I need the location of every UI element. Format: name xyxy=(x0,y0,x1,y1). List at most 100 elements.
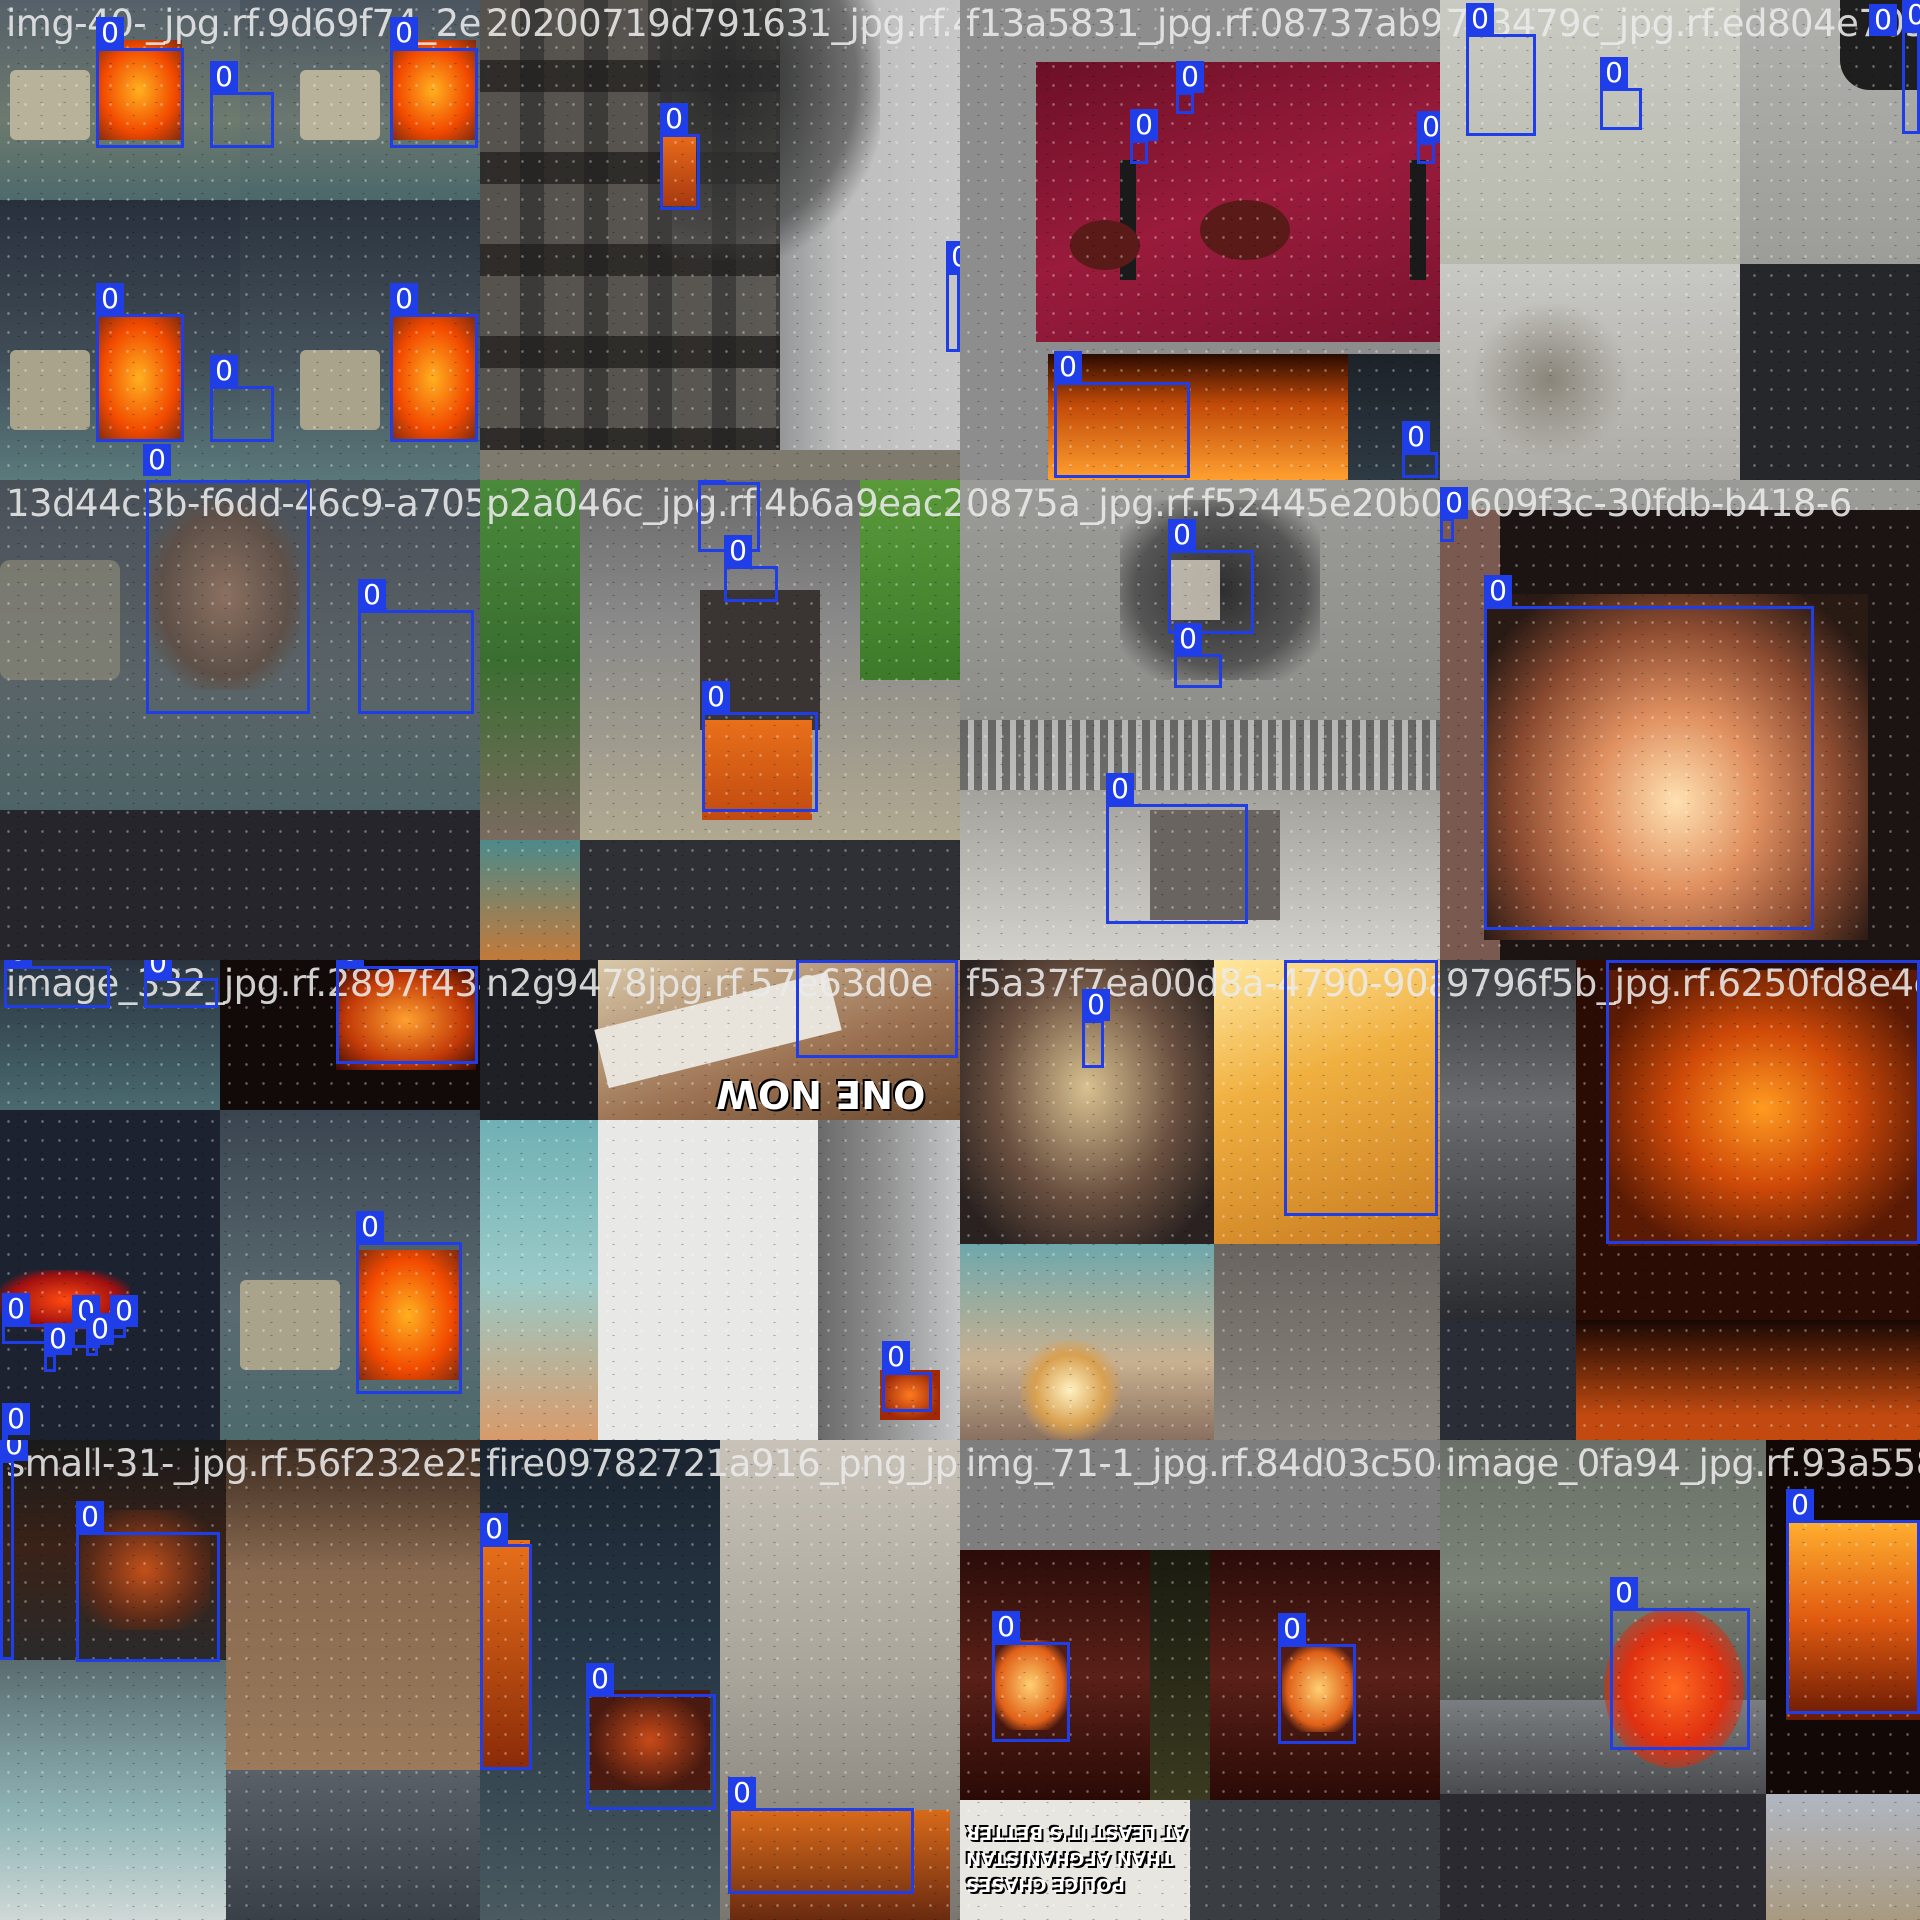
detection-box: 0 xyxy=(1600,57,1642,130)
class-label: 0 xyxy=(1440,487,1468,519)
class-label: 0 xyxy=(1106,773,1134,805)
class-label: 0 xyxy=(86,1313,114,1345)
tile-filename: 7c3479c_jpg.rf.ed804e705c xyxy=(1446,2,1920,45)
tile-11: 9796f5b_jpg.rf.6250fd8e4c4 0 xyxy=(1440,960,1920,1440)
tile-12: small-31-_jpg.rf.56f232e256 0 0 xyxy=(0,1440,480,1920)
tile-filename: image_332_jpg.rf.2897f434b xyxy=(6,962,480,1005)
detection-box: 0 xyxy=(210,61,274,148)
detection-box: 0 xyxy=(144,960,218,1008)
tile-filename: 13d44c3b-f6dd-46c9-a705-7 xyxy=(6,482,480,525)
class-label: 0 xyxy=(1278,1613,1306,1645)
detection-box: 0 xyxy=(796,960,958,1058)
detection-box: 0 xyxy=(724,535,778,602)
class-label: 0 xyxy=(702,681,730,713)
detection-box: 0 xyxy=(1284,960,1438,1216)
class-label: 0 xyxy=(1869,4,1897,36)
detection-box: 0 xyxy=(1484,575,1814,930)
detection-box: 0 xyxy=(1106,773,1248,924)
tile-filename: image_0fa94_jpg.rf.93a5582a xyxy=(1446,1442,1920,1485)
class-label: 0 xyxy=(946,241,960,273)
tile-8: image_332_jpg.rf.2897f434b W 0 0 0 0 0 0… xyxy=(0,960,480,1440)
tile-6: 0875a_jpg.rf.f52445e20b0fb9 0 0 0 xyxy=(960,480,1440,960)
detection-box: 0 xyxy=(728,1777,914,1894)
detection-box: 0 xyxy=(1610,1577,1750,1750)
detection-box: 0 xyxy=(992,1611,1070,1742)
tile-filename: 9796f5b_jpg.rf.6250fd8e4c4 xyxy=(1446,962,1920,1005)
caption-line: POLICE CHASES xyxy=(966,1874,1125,1895)
class-label: 0 xyxy=(210,355,238,387)
class-label: 0 xyxy=(1176,61,1204,93)
detection-box: 0 xyxy=(1130,109,1158,164)
class-label: 0 xyxy=(992,1611,1020,1643)
tile-3: 7c3479c_jpg.rf.ed804e705c 0 0 0 0 xyxy=(1440,0,1920,480)
class-label: 0 xyxy=(336,960,364,967)
class-label: 0 xyxy=(4,960,32,967)
detection-box: 0 xyxy=(0,1440,28,1660)
caption-line: THAN AFGHANISTAN xyxy=(966,1848,1174,1869)
class-label: 0 xyxy=(144,960,172,979)
class-label: 0 xyxy=(1600,57,1628,89)
class-label: 0 xyxy=(1902,0,1920,31)
class-label: 0 xyxy=(1606,960,1634,961)
detection-box: 0 xyxy=(143,444,171,480)
detection-box: 0 xyxy=(586,1663,716,1810)
detection-box: 0 xyxy=(390,17,478,148)
class-label: 0 xyxy=(2,1403,30,1435)
detection-box: 0 xyxy=(86,1313,114,1356)
class-label: 0 xyxy=(1786,1489,1814,1521)
tile-filename: f5a37f7ea00d8a-4790-90a2- xyxy=(966,962,1440,1005)
detection-box: 0 xyxy=(882,1341,932,1412)
detection-box: 0 xyxy=(702,681,818,812)
detection-box: 0 xyxy=(1417,111,1440,164)
class-label: 0 xyxy=(110,1295,138,1327)
class-label: 0 xyxy=(1174,623,1202,655)
class-label: 0 xyxy=(698,480,726,483)
class-label: 0 xyxy=(660,103,688,135)
tile-10: f5a37f7ea00d8a-4790-90a2- 0 0 xyxy=(960,960,1440,1440)
class-label: 0 xyxy=(1054,351,1082,383)
detection-box: 0 xyxy=(96,283,184,442)
detection-box: 0 xyxy=(660,103,700,210)
detection-box: 0 xyxy=(2,1403,30,1440)
class-label: 0 xyxy=(1402,421,1430,453)
detection-box: 0 xyxy=(146,480,310,714)
tile-filename: img_71-1_jpg.rf.84d03c50488 xyxy=(966,1442,1440,1485)
tile-filename: f13a5831_jpg.rf.08737ab9d9 xyxy=(966,2,1440,45)
class-label: 0 xyxy=(96,17,124,49)
detection-box: 0 xyxy=(110,1295,138,1338)
class-label: 0 xyxy=(96,283,124,315)
class-label: 0 xyxy=(1082,989,1110,1021)
class-label: 0 xyxy=(1484,575,1512,607)
tile-4: 13d44c3b-f6dd-46c9-a705-7 0 0 xyxy=(0,480,480,960)
detection-box: 0 xyxy=(1176,61,1204,114)
detection-box: 0 xyxy=(1786,1489,1920,1714)
tile-filename: b609f3c-30fdb-b418-6 xyxy=(1446,482,1852,525)
class-label: 0 xyxy=(358,579,386,611)
class-label: 0 xyxy=(390,283,418,315)
class-label: 0 xyxy=(796,960,824,961)
class-label: 0 xyxy=(1168,519,1196,551)
class-label: 0 xyxy=(882,1341,910,1373)
detection-box: 0 xyxy=(946,241,960,352)
class-label: 0 xyxy=(1130,109,1158,141)
class-label: 0 xyxy=(0,1440,28,1461)
detection-box: 0 xyxy=(1440,487,1468,542)
detection-box: 0 xyxy=(1606,960,1920,1244)
caption-line: AT LEAST IT'S BETTER xyxy=(966,1822,1188,1843)
detection-box: 0 xyxy=(336,960,478,1064)
detection-box: 0 xyxy=(480,1513,532,1770)
tile-filename: small-31-_jpg.rf.56f232e256 xyxy=(6,1442,480,1485)
class-label: 0 xyxy=(143,444,171,476)
class-label: 0 xyxy=(210,61,238,93)
class-label: 0 xyxy=(146,480,174,481)
detection-box: 0 xyxy=(1054,351,1190,478)
detection-box: 0 xyxy=(4,960,110,1008)
tile-filename: 0875a_jpg.rf.f52445e20b0fb9 xyxy=(966,482,1440,525)
detection-box: 0 xyxy=(358,579,474,714)
tile-1: 20200719d791631_jpg.rf.409 0 0 xyxy=(480,0,960,480)
class-label: 0 xyxy=(480,1513,508,1545)
tile-9: n2g9478jpg.rf.57e63d0e ONE NOW 0 0 xyxy=(480,960,960,1440)
tile-filename: p2a046c_jpg.rf.4b6a9eac28 xyxy=(486,482,960,525)
class-label: 0 xyxy=(390,17,418,49)
